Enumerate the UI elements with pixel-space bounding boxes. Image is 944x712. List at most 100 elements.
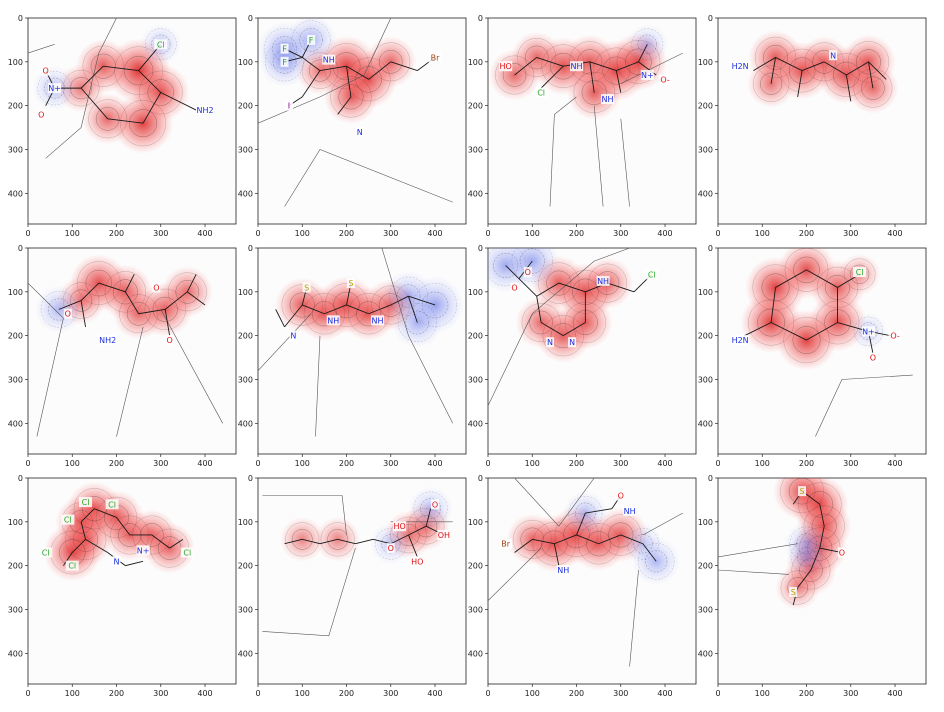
x-tick-label: 400 xyxy=(427,229,442,238)
molecule-panel-12: S O S 0 0 100 100 200 200 300 300 400 400 xyxy=(698,474,927,698)
x-tick-label: 200 xyxy=(799,689,814,698)
x-tick-label: 300 xyxy=(613,229,628,238)
x-tick-label: 0 xyxy=(485,229,490,238)
bond-line xyxy=(744,322,772,337)
atom-label: F xyxy=(282,58,287,67)
x-tick-label: 0 xyxy=(25,229,30,238)
bond-line xyxy=(302,538,321,545)
y-tick-label: 0 xyxy=(248,244,253,253)
zero-contour-line xyxy=(593,105,604,207)
atom-label: OH xyxy=(438,531,450,540)
bond-line xyxy=(753,57,776,71)
bond-line xyxy=(346,66,352,97)
x-tick-label: 0 xyxy=(255,229,260,238)
bond-line xyxy=(505,265,520,280)
x-tick-label: 100 xyxy=(65,459,80,468)
x-tick-label: 100 xyxy=(65,229,80,238)
bond-line xyxy=(540,322,564,337)
atom-label: Br xyxy=(501,540,510,549)
y-tick-label: 200 xyxy=(698,562,713,571)
contour-ring xyxy=(645,550,668,573)
atom-label-bg xyxy=(322,54,336,65)
bond-line xyxy=(319,538,338,545)
x-tick-label: 400 xyxy=(657,689,672,698)
bond-line xyxy=(819,526,825,549)
bond-line xyxy=(558,282,586,293)
contour-ring xyxy=(853,68,893,108)
bond-line xyxy=(576,512,586,536)
plot-area: S S N NH NH xyxy=(258,248,464,437)
atom-label: Br xyxy=(431,53,440,62)
bond-line xyxy=(346,304,369,315)
y-tick-label: 200 xyxy=(8,332,23,341)
contour-ring xyxy=(167,272,207,312)
x-tick-label: 300 xyxy=(843,459,858,468)
atom-label: O xyxy=(511,283,517,292)
x-tick-label: 300 xyxy=(383,459,398,468)
bond-line xyxy=(80,508,95,523)
x-tick-label: 100 xyxy=(755,689,770,698)
zero-contour-line xyxy=(514,478,595,527)
atom-label-bg xyxy=(154,39,168,50)
zero-contour-line xyxy=(488,248,630,406)
contour-ring xyxy=(320,522,355,557)
x-tick-label: 0 xyxy=(255,459,260,468)
bond-line xyxy=(797,70,803,97)
x-tick-label: 200 xyxy=(339,229,354,238)
y-tick-label: 0 xyxy=(18,474,23,483)
y-tick-label: 400 xyxy=(238,189,253,198)
atom-label-bg xyxy=(79,497,93,508)
atom-label-bg xyxy=(568,337,577,348)
x-tick-label: 400 xyxy=(427,689,442,698)
x-tick-label: 400 xyxy=(657,229,672,238)
atom-label: NH2 xyxy=(99,336,116,345)
zero-contour-line xyxy=(262,548,356,637)
contour-ring xyxy=(575,502,596,524)
atom-label: NH xyxy=(327,316,339,325)
plot-area: N+ O O Cl NH2 xyxy=(28,18,215,159)
bond-line xyxy=(553,543,560,566)
molecule-panel-10: HO OH HO O O 0 0 100 100 200 200 300 300 400 400 xyxy=(238,474,467,698)
atom-label-bg xyxy=(48,83,62,94)
bond-line xyxy=(94,508,117,518)
x-tick-label: 100 xyxy=(755,459,770,468)
zero-contour-line xyxy=(116,326,144,437)
x-tick-label: 100 xyxy=(755,229,770,238)
zero-contour-line xyxy=(315,335,321,437)
y-tick-label: 300 xyxy=(8,375,23,384)
x-tick-label: 200 xyxy=(109,459,124,468)
y-tick-label: 300 xyxy=(698,605,713,614)
atom-label-bg xyxy=(280,43,289,54)
atom-label: O xyxy=(618,492,624,501)
bond-line xyxy=(801,61,825,72)
y-tick-label: 200 xyxy=(8,102,23,111)
y-tick-label: 400 xyxy=(698,419,713,428)
atom-label-bg xyxy=(534,87,548,98)
contour-ring xyxy=(573,71,615,114)
positive-contribution-blob xyxy=(847,62,899,114)
bond-line xyxy=(58,300,82,310)
bond-line xyxy=(368,61,392,80)
bond-line xyxy=(80,300,86,327)
bond-line xyxy=(563,322,586,337)
bond-line xyxy=(80,282,100,301)
bond-line xyxy=(337,538,356,545)
plot-area: Cl Cl Cl Cl Cl Cl N+ N xyxy=(39,481,196,582)
atom-label: HO xyxy=(393,522,405,531)
y-tick-label: 400 xyxy=(468,189,483,198)
atom-label-bg xyxy=(789,586,798,597)
y-tick-label: 200 xyxy=(698,332,713,341)
y-tick-label: 300 xyxy=(238,605,253,614)
bond-line xyxy=(775,269,807,288)
contour-ring xyxy=(413,491,448,526)
bond-line xyxy=(390,61,418,72)
bond-line xyxy=(138,70,162,93)
contour-ring xyxy=(151,34,171,54)
bond-line xyxy=(301,57,321,71)
atom-label-bg xyxy=(640,69,654,80)
atom-label-bg xyxy=(136,545,150,556)
atom-label-bg xyxy=(355,126,364,137)
y-tick-label: 400 xyxy=(238,419,253,428)
